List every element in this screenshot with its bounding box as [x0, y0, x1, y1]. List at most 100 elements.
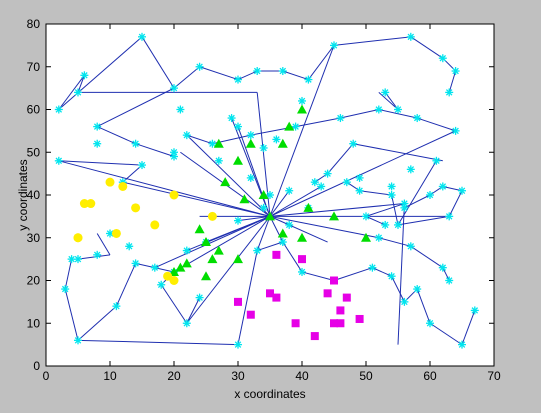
route-segment	[397, 203, 405, 345]
asterisk-marker	[362, 212, 370, 221]
route-segment	[410, 245, 444, 269]
triangle-marker	[233, 155, 243, 165]
asterisk-marker	[374, 105, 383, 114]
asterisk-marker	[458, 340, 466, 349]
triangle-marker	[297, 232, 307, 242]
square-marker	[342, 293, 351, 302]
asterisk-marker	[278, 238, 287, 247]
route-segment	[122, 181, 271, 217]
route-segment	[353, 143, 443, 162]
x-tick-label: 30	[231, 369, 245, 383]
asterisk-marker	[298, 267, 306, 276]
y-tick-label: 60	[27, 103, 41, 117]
route-segment	[173, 66, 200, 89]
asterisk-marker	[278, 67, 287, 76]
x-tick-label: 40	[295, 369, 309, 383]
route-segment	[442, 185, 463, 192]
asterisk-marker	[61, 285, 70, 294]
asterisk-marker	[394, 105, 402, 114]
square-marker	[330, 319, 338, 328]
square-marker	[291, 319, 300, 328]
asterisk-marker	[112, 302, 121, 311]
triangle-marker	[284, 121, 295, 131]
route-segment	[269, 216, 284, 243]
route-segment	[186, 134, 213, 145]
asterisk-marker	[246, 173, 255, 182]
asterisk-marker	[214, 156, 223, 165]
asterisk-marker	[67, 255, 76, 264]
route-segment	[77, 339, 239, 346]
triangle-marker	[213, 138, 224, 148]
route-segment	[448, 190, 463, 217]
asterisk-marker	[406, 242, 415, 251]
route-segment	[282, 70, 309, 81]
asterisk-marker	[458, 186, 466, 195]
route-segment	[122, 164, 143, 183]
asterisk-marker	[138, 32, 146, 41]
asterisk-marker	[259, 143, 268, 152]
asterisk-marker	[54, 105, 63, 114]
triangle-marker	[277, 228, 288, 238]
route-segment	[58, 36, 143, 110]
route-segment	[365, 203, 405, 217]
route-segment	[58, 75, 85, 110]
asterisk-marker	[355, 173, 364, 182]
asterisk-marker	[182, 319, 191, 328]
asterisk-marker	[234, 216, 242, 225]
asterisk-marker	[259, 203, 268, 212]
asterisk-marker	[451, 126, 460, 135]
asterisk-marker	[227, 114, 236, 123]
asterisk-marker	[131, 259, 140, 268]
circle-marker	[111, 228, 121, 238]
axis-ticks: 0 10 20 30 40 50 60 70 0 10 20 30 40 50 60 70 80	[27, 17, 501, 383]
triangle-marker	[233, 254, 243, 264]
asterisk-marker	[246, 131, 255, 140]
asterisk-marker	[182, 246, 191, 255]
asterisk-marker	[426, 319, 434, 328]
route-segment	[256, 216, 271, 251]
asterisk-marker	[426, 191, 434, 199]
triangle-marker	[277, 138, 288, 148]
asterisk-marker	[451, 67, 460, 76]
asterisk-marker	[406, 32, 415, 41]
asterisk-marker	[285, 186, 294, 195]
route-lines	[58, 36, 476, 346]
route-segment	[186, 216, 271, 324]
route-segment	[340, 109, 379, 119]
asterisk-marker	[176, 105, 185, 114]
asterisk-marker	[342, 178, 351, 187]
route-segment	[231, 117, 271, 217]
route-segment	[269, 203, 405, 217]
square-marker	[323, 289, 332, 298]
asterisk-marker	[74, 336, 82, 345]
square-marker	[272, 293, 281, 302]
asterisk-marker	[272, 135, 281, 144]
asterisk-marker	[394, 220, 402, 229]
asterisk-marker	[432, 156, 441, 165]
asterisk-marker	[438, 263, 447, 272]
x-tick-label: 20	[167, 369, 181, 383]
route-segment	[257, 241, 283, 252]
route-segment	[333, 36, 411, 46]
route-segment	[237, 70, 258, 81]
route-segment	[160, 284, 188, 324]
square-marker	[355, 314, 364, 323]
triangle-marker	[181, 258, 192, 268]
square-marker	[298, 255, 306, 264]
x-tick-label: 10	[103, 369, 117, 383]
triangle-marker	[201, 237, 211, 247]
asterisk-marker	[323, 169, 332, 178]
triangle-marker	[175, 262, 186, 272]
route-segment	[269, 186, 322, 217]
route-segment	[173, 215, 271, 273]
asterisk-marker	[298, 96, 306, 105]
asterisk-marker	[336, 114, 345, 123]
asterisk-marker	[381, 220, 390, 229]
triangle-marker	[169, 266, 179, 276]
route-segment	[141, 36, 175, 89]
asterisk-marker	[406, 165, 415, 174]
route-segment	[372, 267, 392, 277]
route-segment	[199, 66, 239, 81]
asterisk-marker	[355, 186, 364, 195]
